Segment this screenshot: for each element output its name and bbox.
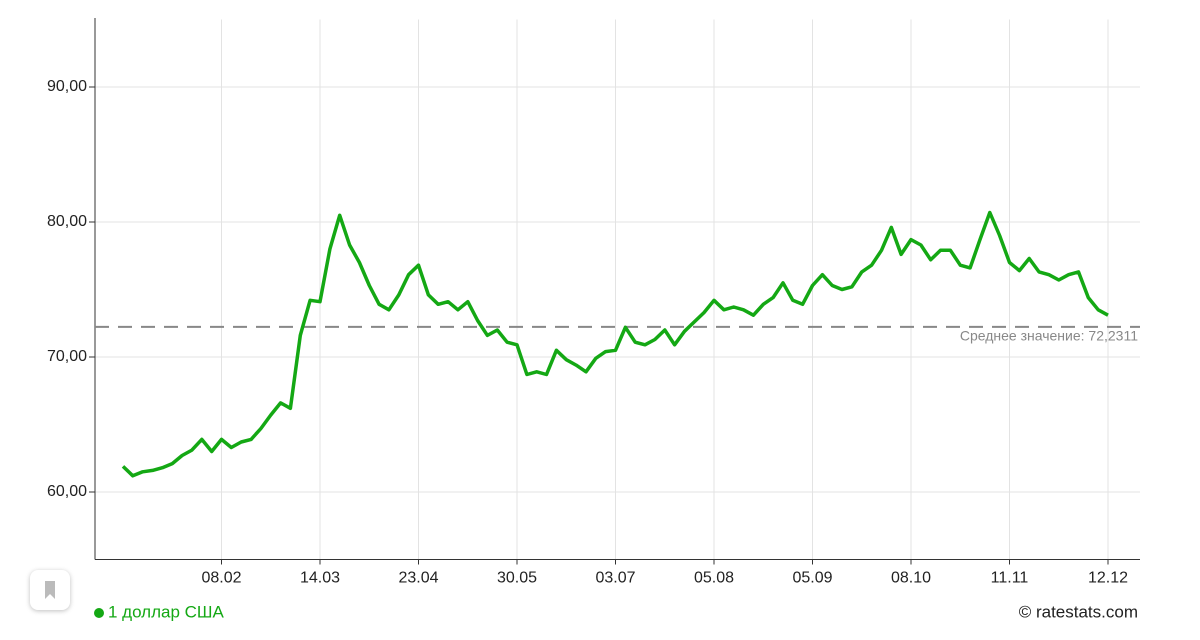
y-tick-label: 80,00 [47, 213, 87, 230]
source: © ratestats.com [1019, 602, 1138, 621]
x-tick-label: 03.07 [595, 570, 635, 587]
x-tick-label: 05.09 [792, 570, 832, 587]
y-tick-label: 90,00 [47, 78, 87, 95]
series-line [121, 210, 1109, 478]
mean-label: Среднее значение: 72,2311 [960, 328, 1138, 344]
x-tick-label: 11.11 [991, 570, 1029, 587]
bookmark-button[interactable] [30, 570, 70, 610]
bookmark-icon [45, 581, 55, 599]
x-tick-label: 30.05 [497, 570, 537, 587]
y-tick-label: 60,00 [47, 483, 87, 500]
x-tick-label: 05.08 [694, 570, 734, 587]
x-tick-label: 14.03 [300, 570, 340, 587]
legend-label: 1 доллар США [108, 602, 225, 621]
x-tick-label: 23.04 [398, 570, 438, 587]
x-tick-label: 12.12 [1088, 570, 1128, 587]
y-tick-label: 70,00 [47, 348, 87, 365]
legend-marker [94, 608, 104, 618]
x-tick-label: 08.02 [201, 570, 241, 587]
x-tick-label: 08.10 [891, 570, 931, 587]
